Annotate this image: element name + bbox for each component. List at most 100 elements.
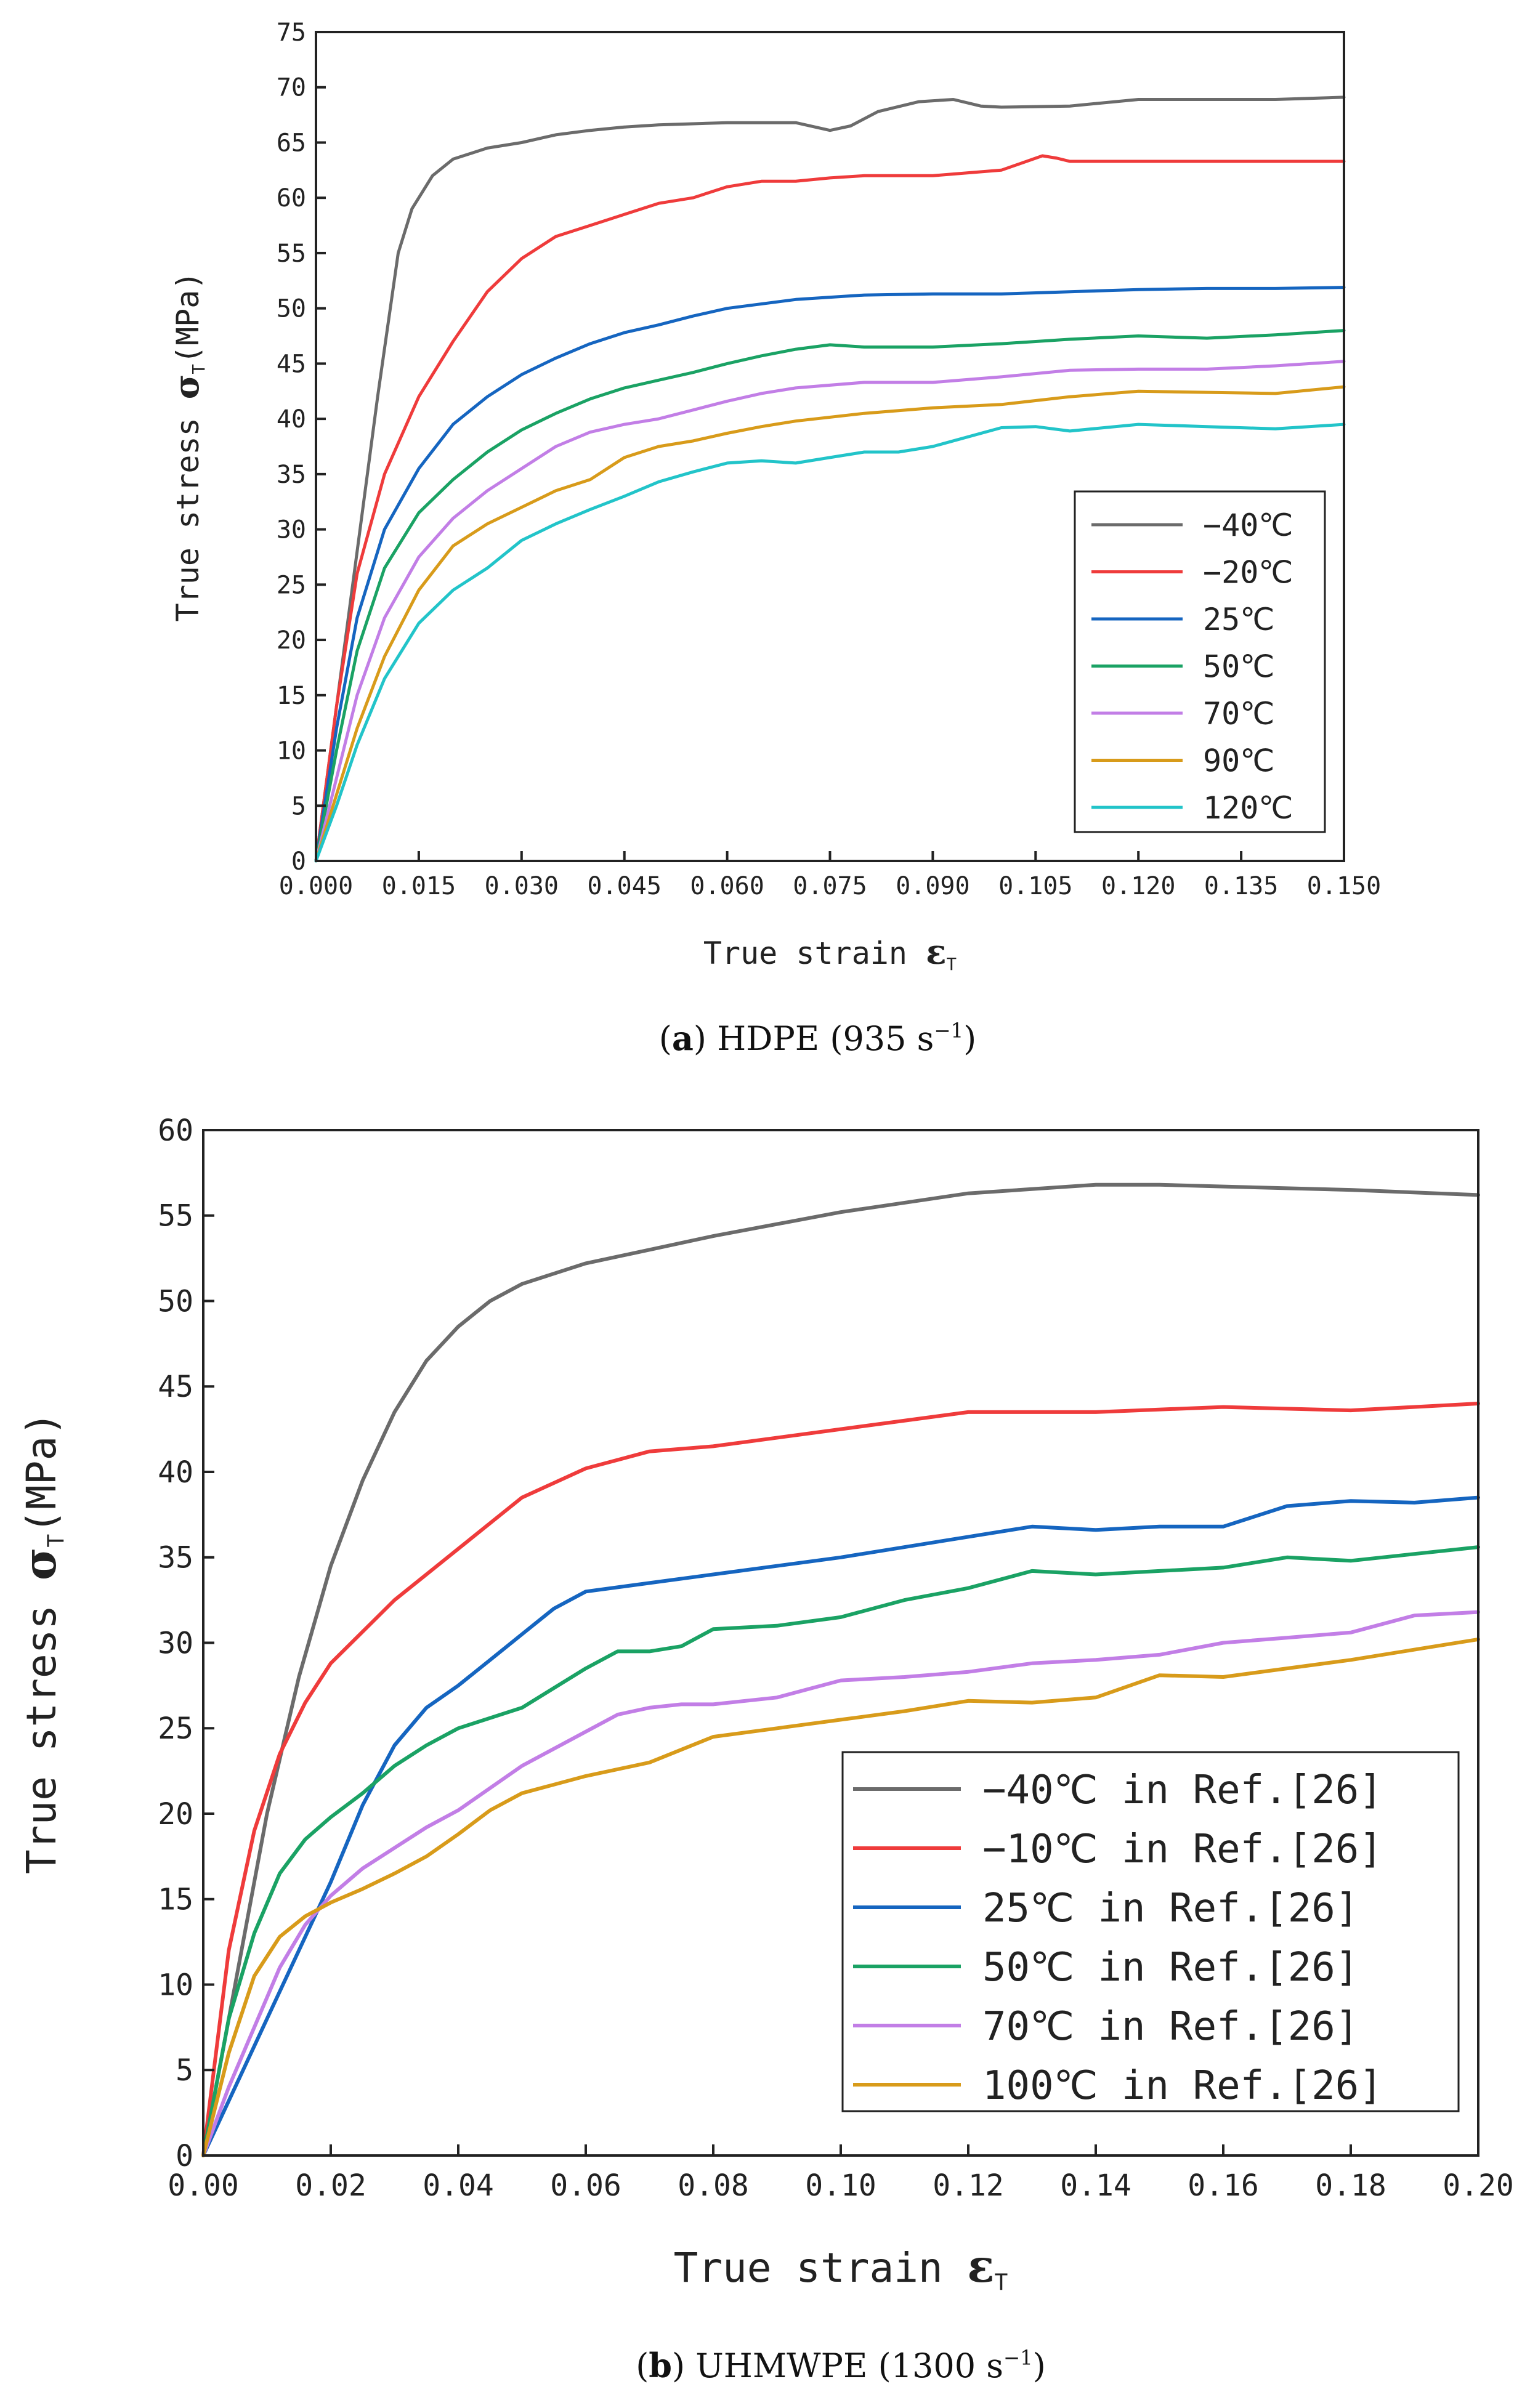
legend-label: −10℃ in Ref.[26]: [982, 1827, 1383, 1872]
y-axis: 0 5 10 15 20 25 30 35 40 45 50 55 60: [158, 1113, 214, 2173]
legend-label: −40℃: [1203, 507, 1293, 543]
legend-label: 50℃: [1203, 649, 1274, 685]
series-group: [201, 1182, 1480, 2157]
legend-label: 70℃ in Ref.[26]: [982, 2004, 1359, 2050]
x-tick-label: 0.18: [1315, 2168, 1386, 2203]
x-tick-label: 0.06: [550, 2168, 621, 2203]
y-tick-label: 40: [158, 1455, 193, 1490]
x-axis: 0.00 0.02 0.04 0.06 0.08 0.10 0.12 0.14 0.16 0.18…: [168, 2144, 1514, 2203]
legend: −40℃ in Ref.[26] −10℃ in Ref.[26] 25℃ in R…: [841, 1751, 1460, 2112]
y-tick-label: 60: [158, 1113, 193, 1148]
y-axis-title-symbol: σ: [14, 1548, 67, 1581]
caption-superscript: −1: [1003, 2346, 1033, 2369]
legend-box: [1074, 490, 1326, 833]
x-axis-title-symbol: ε: [967, 2240, 994, 2293]
y-axis-title-symbol: σ: [166, 374, 206, 400]
caption-panel-letter: a: [672, 1019, 694, 1058]
y-tick-label: 5: [291, 792, 306, 820]
x-tick-label: 0.150: [1307, 872, 1381, 900]
y-axis-title: True stress σT(MPa): [14, 1412, 69, 1874]
caption-paren-open: (: [659, 1019, 672, 1058]
legend-label: 70℃: [1203, 696, 1274, 732]
x-tick-label: 0.00: [168, 2168, 239, 2203]
y-tick-label: 5: [176, 2053, 193, 2088]
y-tick-label: 0: [176, 2139, 193, 2173]
x-tick-label: 0.060: [690, 872, 764, 900]
y-tick-label: 40: [277, 405, 306, 434]
y-tick-label: 75: [277, 18, 306, 47]
x-tick-label: 0.16: [1188, 2168, 1259, 2203]
series-line-6: [314, 385, 1346, 863]
y-axis-title-unit: (MPa): [18, 1412, 65, 1534]
x-tick-label: 0.090: [896, 872, 969, 900]
series-line-1: [314, 95, 1346, 863]
legend-label: 90℃: [1203, 743, 1274, 779]
y-tick-label: 50: [158, 1284, 193, 1319]
legend-label: −40℃ in Ref.[26]: [982, 1768, 1383, 1813]
x-axis-title: True strain εT: [703, 932, 957, 974]
chart-panel-b: 0.00 0.02 0.04 0.06 0.08 0.10 0.12 0.14 0.16 0.18…: [14, 1113, 1514, 2385]
caption-paren-close: ): [694, 1019, 717, 1058]
caption-superscript: −1: [934, 1019, 963, 1042]
caption-paren-open: (: [636, 2346, 649, 2385]
y-tick-label: 45: [277, 350, 306, 378]
caption-close: ): [963, 1019, 976, 1058]
series-line-7: [314, 422, 1346, 863]
series-line-4: [314, 329, 1346, 863]
y-tick-label: 20: [277, 626, 306, 655]
x-tick-label: 0.120: [1101, 872, 1175, 900]
y-tick-label: 70: [277, 74, 306, 102]
y-tick-label: 20: [158, 1797, 193, 1832]
series-line-6: [201, 1637, 1480, 2157]
series-line-2: [314, 154, 1346, 863]
y-tick-label: 50: [277, 295, 306, 323]
caption-text: HDPE (935 s: [717, 1019, 934, 1058]
x-tick-label: 0.02: [295, 2168, 366, 2203]
series-line-1: [201, 1182, 1480, 2157]
series-line-3: [314, 286, 1346, 863]
y-tick-label: 65: [277, 129, 306, 157]
y-axis-title-unit: (MPa): [170, 272, 206, 365]
y-tick-label: 55: [158, 1199, 193, 1234]
y-tick-label: 25: [158, 1711, 193, 1746]
x-tick-label: 0.015: [382, 872, 456, 900]
x-tick-label: 0.20: [1443, 2168, 1514, 2203]
y-axis-title: True stress σT(MPa): [166, 272, 209, 622]
x-tick-label: 0.045: [587, 872, 661, 900]
x-tick-label: 0.000: [279, 872, 353, 900]
y-tick-label: 60: [277, 184, 306, 212]
y-axis-title-text: True stress: [18, 1580, 65, 1874]
y-tick-label: 55: [277, 240, 306, 268]
x-tick-label: 0.030: [485, 872, 559, 900]
caption-paren-close: ): [672, 2346, 695, 2385]
y-tick-label: 15: [158, 1883, 193, 1917]
series-line-2: [201, 1402, 1480, 2157]
x-axis-title-symbol: ε: [926, 932, 946, 972]
legend: −40℃ −20℃ 25℃ 50℃ 70℃ 90℃ 120℃: [1074, 490, 1326, 833]
caption-close: ): [1033, 2346, 1046, 2385]
x-axis-title-text: True strain: [703, 935, 926, 971]
y-tick-label: 0: [291, 847, 306, 876]
x-axis-title-subscript: T: [995, 2269, 1008, 2295]
y-tick-label: 35: [158, 1541, 193, 1575]
y-axis: 0 5 10 15 20 25 30 35 40 45 50 55 60 65 70 75: [277, 18, 326, 876]
series-line-4: [201, 1545, 1480, 2157]
y-tick-label: 30: [277, 516, 306, 544]
y-axis-title-subscript: T: [42, 1534, 69, 1548]
x-axis-title-text: True strain: [674, 2244, 968, 2292]
panel-caption: (b) UHMWPE (1300 s−1): [636, 2346, 1046, 2385]
y-tick-label: 10: [277, 737, 306, 766]
series-line-5: [314, 360, 1346, 863]
legend-label: 25℃: [1203, 602, 1274, 637]
y-tick-label: 35: [277, 461, 306, 489]
legend-label: 50℃ in Ref.[26]: [982, 1945, 1359, 1990]
x-axis-title: True strain εT: [674, 2240, 1008, 2295]
x-tick-label: 0.135: [1204, 872, 1278, 900]
x-tick-label: 0.10: [805, 2168, 876, 2203]
y-tick-label: 15: [277, 682, 306, 710]
panel-caption: (a) HDPE (935 s−1): [659, 1019, 976, 1058]
y-axis-title-text: True stress: [170, 399, 206, 621]
x-tick-label: 0.075: [793, 872, 867, 900]
legend-box: [841, 1751, 1460, 2112]
